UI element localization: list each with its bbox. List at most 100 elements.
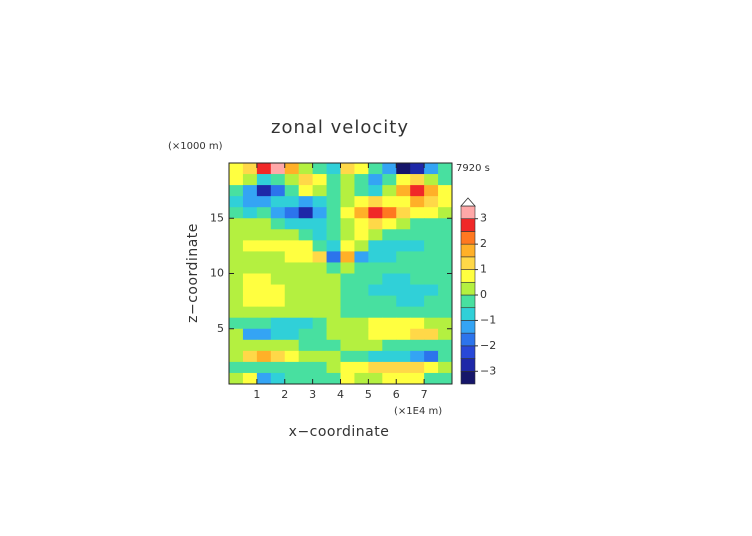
cell <box>396 339 411 352</box>
cell <box>438 306 453 319</box>
cell <box>396 240 411 252</box>
cell <box>396 174 411 186</box>
cell <box>242 328 258 341</box>
cell <box>326 196 341 208</box>
cell <box>270 317 286 330</box>
colorbar-tick-label: 3 <box>480 212 487 225</box>
cell <box>410 350 425 363</box>
cell <box>382 196 397 208</box>
cell <box>340 361 355 374</box>
cell <box>284 284 300 296</box>
cell <box>354 229 369 241</box>
cell <box>438 273 453 285</box>
cell <box>410 273 425 285</box>
cell <box>368 273 383 285</box>
cell <box>270 240 286 252</box>
cell <box>298 339 314 352</box>
cell <box>256 284 272 296</box>
cell <box>438 350 453 363</box>
cell <box>354 372 369 385</box>
cell <box>270 207 286 219</box>
cell <box>354 284 369 296</box>
cell <box>410 240 425 252</box>
y-tick-label: 5 <box>217 322 224 335</box>
cell <box>354 273 369 285</box>
cell <box>368 207 383 219</box>
cell <box>382 317 397 330</box>
cell <box>298 317 314 330</box>
cell <box>298 185 314 197</box>
cell <box>256 350 272 363</box>
cell <box>410 284 425 296</box>
colorbar-swatch <box>460 345 476 359</box>
cell <box>326 207 341 219</box>
cell <box>270 218 286 230</box>
cell <box>242 339 258 352</box>
cell <box>424 163 439 175</box>
cell <box>424 196 439 208</box>
colorbar-swatch <box>460 370 476 385</box>
cell <box>229 339 244 352</box>
cell <box>326 240 341 252</box>
cell <box>340 295 355 308</box>
cell <box>270 273 286 285</box>
cell <box>242 284 258 296</box>
cell <box>410 306 425 319</box>
cell <box>326 185 341 197</box>
x-tick-label: 7 <box>421 388 428 401</box>
cell <box>270 328 286 341</box>
cell <box>382 218 397 230</box>
cell <box>326 229 341 241</box>
colorbar-swatch <box>460 307 476 321</box>
cell <box>438 163 453 175</box>
cell <box>298 361 314 374</box>
cell <box>242 174 258 186</box>
cell <box>312 174 327 186</box>
cell <box>368 350 383 363</box>
cell <box>354 262 369 274</box>
cell <box>396 218 411 230</box>
cell <box>438 251 453 263</box>
cell <box>284 295 300 308</box>
cell <box>326 262 341 274</box>
cell <box>298 218 314 230</box>
cell <box>382 207 397 219</box>
cell <box>410 218 425 230</box>
colorbar-swatch <box>460 243 476 258</box>
cell <box>396 229 411 241</box>
cell <box>284 240 300 252</box>
cell <box>284 273 300 285</box>
cell <box>326 306 341 319</box>
cell <box>340 273 355 285</box>
cell <box>438 361 453 374</box>
cell <box>368 240 383 252</box>
cell <box>256 361 272 374</box>
cell <box>312 372 327 385</box>
cell <box>256 229 272 241</box>
cell <box>326 328 341 341</box>
cell <box>312 317 327 330</box>
cell <box>438 317 453 330</box>
cell <box>410 328 425 341</box>
cell <box>424 295 439 308</box>
cell <box>256 174 272 186</box>
cell <box>410 317 425 330</box>
cell <box>298 350 314 363</box>
cell <box>410 339 425 352</box>
cell <box>396 284 411 296</box>
cell <box>229 185 244 197</box>
cell <box>312 163 327 175</box>
cell <box>270 196 286 208</box>
cell <box>284 251 300 263</box>
cell <box>270 251 286 263</box>
cell <box>368 339 383 352</box>
cell <box>368 251 383 263</box>
cell <box>382 361 397 374</box>
cell <box>256 295 272 308</box>
cell <box>340 262 355 274</box>
cell <box>242 240 258 252</box>
cell <box>229 295 244 308</box>
cell <box>312 185 327 197</box>
cell <box>354 361 369 374</box>
y-axis-label: z−coordinate <box>185 223 201 323</box>
